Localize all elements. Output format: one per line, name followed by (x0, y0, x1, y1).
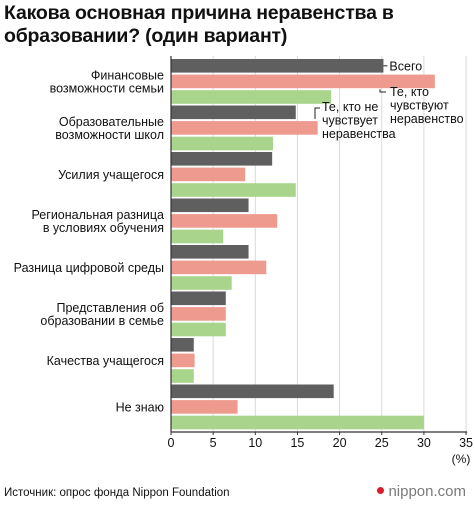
bar-4-series-3 (171, 229, 224, 244)
bar-7-series-2 (171, 353, 195, 368)
bar-2-series-2 (171, 121, 318, 135)
legend-label-all: Всего (389, 59, 422, 73)
legend-label-not-feel-line-3: неравенства (322, 127, 396, 141)
bar-6-series-1 (171, 291, 226, 306)
bar-5-series-1 (171, 245, 249, 259)
chart-title-line-1: Какова основная причина неравенства в (4, 2, 394, 24)
x-tick-label-20: 20 (333, 436, 347, 450)
category-label-1-line-2: возможности семьи (50, 81, 164, 95)
category-label-3: Усилия учащегося (58, 168, 164, 182)
category-label-2-line-1: Образовательные (59, 115, 164, 129)
brand-dot-icon (377, 487, 385, 494)
legend-leader-not-feel (314, 107, 320, 119)
category-label-2-line-2: возможности школ (55, 128, 164, 142)
bar-8-series-3 (171, 415, 424, 430)
category-label-4-line-1: Региональная разница (32, 208, 165, 222)
x-tick-label-35: 35 (459, 436, 473, 450)
x-tick-label-15: 15 (290, 436, 304, 450)
category-label-1-line-1: Финансовые (91, 68, 164, 82)
bar-3-series-2 (171, 167, 246, 182)
x-tick-label-10: 10 (248, 436, 262, 450)
legend-leader-feel (379, 89, 386, 93)
x-tick-label-25: 25 (375, 436, 389, 450)
brand-name: nippon.com (388, 483, 466, 500)
x-axis-unit-label: (%) (452, 452, 471, 466)
category-label-8: Не знаю (116, 400, 164, 414)
category-label-6-line-2: образовании в семье (40, 314, 164, 328)
bar-4-series-1 (171, 198, 249, 213)
bar-2-series-3 (171, 136, 274, 151)
brand-logo: nippon.com (377, 483, 466, 500)
legend-label-feel-line-1: Те, кто (390, 85, 429, 99)
x-tick-label-5: 5 (210, 436, 217, 450)
bar-1-series-3 (171, 90, 332, 104)
bar-2-series-1 (171, 105, 296, 120)
bar-1-series-1 (171, 59, 384, 73)
bar-6-series-3 (171, 322, 226, 337)
bar-7-series-1 (171, 338, 194, 352)
bar-8-series-1 (171, 384, 334, 399)
category-label-6-line-1: Представления об (56, 301, 164, 315)
bar-6-series-2 (171, 307, 226, 321)
bar-4-series-2 (171, 214, 278, 228)
category-label-5: Разница цифровой среды (14, 261, 164, 275)
bar-3-series-1 (171, 152, 273, 166)
legend-label-feel-line-2: чувствуют (390, 99, 449, 113)
bar-8-series-2 (171, 400, 238, 414)
bar-1-series-2 (171, 74, 435, 89)
bar-3-series-3 (171, 183, 296, 197)
x-tick-label-0: 0 (168, 436, 175, 450)
chart-title-line-2: образовании? (один вариант) (4, 25, 288, 47)
legend-label-feel-line-3: неравенство (390, 112, 464, 126)
bar-5-series-3 (171, 276, 232, 290)
chart-title: Какова основная причина неравенства в об… (4, 2, 470, 48)
x-tick-label-30: 30 (417, 436, 431, 450)
category-label-7: Качества учащегося (47, 354, 164, 368)
legend-label-not-feel-line-2: чувствует (322, 114, 378, 128)
bar-7-series-3 (171, 369, 194, 383)
source-note: Источник: опрос фонда Nippon Foundation (4, 487, 230, 499)
category-label-4-line-2: в условиях обучения (43, 221, 164, 235)
legend-label-not-feel-line-1: Те, кто не (322, 100, 378, 114)
bar-5-series-2 (171, 260, 267, 275)
